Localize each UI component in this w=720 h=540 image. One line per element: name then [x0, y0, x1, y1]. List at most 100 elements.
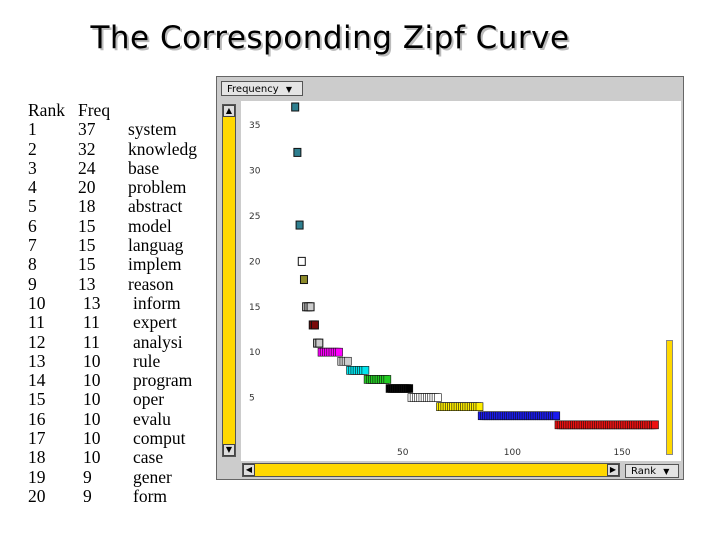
data-point	[295, 220, 304, 230]
horizontal-scrollbar[interactable]: ◀ ▶	[242, 463, 620, 477]
word-cell: program	[133, 370, 193, 391]
word-cell: languag	[128, 235, 184, 256]
rank-cell: 19	[28, 466, 46, 487]
y-tick-label: 5	[249, 394, 255, 404]
data-point	[405, 384, 414, 393]
word-cell: case	[133, 447, 164, 468]
plot-area: 35 30 25 20 15 10 5 50 100 150	[241, 101, 681, 461]
rank-cell: 14	[28, 370, 46, 391]
data-point	[310, 320, 319, 330]
word-cell: knowledg	[128, 138, 198, 159]
x-axis-dropdown-label: Rank	[631, 466, 656, 477]
y-tick-label: 35	[249, 121, 260, 131]
freq-cell: 13	[83, 292, 101, 313]
chevron-down-icon: ▼	[663, 467, 670, 476]
y-tick-label: 15	[249, 303, 260, 313]
x-tick-label: 100	[504, 448, 521, 458]
word-cell: model	[128, 215, 172, 236]
word-cell: system	[128, 119, 177, 140]
chevron-down-icon: ▼	[285, 85, 293, 94]
data-point	[344, 356, 352, 366]
data-point	[306, 302, 315, 312]
freq-cell: 9	[83, 485, 92, 506]
rank-cell: 15	[28, 389, 46, 410]
word-cell: analysi	[133, 331, 183, 352]
x-axis-dropdown[interactable]: Rank ▼	[625, 464, 679, 478]
rank-cell: 13	[28, 350, 46, 371]
word-cell: abstract	[128, 196, 183, 217]
rank-cell: 5	[28, 196, 37, 217]
word-cell: evalu	[133, 408, 171, 429]
freq-cell: 10	[83, 447, 101, 468]
rank-cell: 7	[28, 235, 37, 256]
word-cell: inform	[133, 292, 181, 313]
word-cell: problem	[128, 177, 187, 198]
data-point	[383, 375, 392, 384]
vertical-scrollbar[interactable]: ▲ ▼	[222, 104, 236, 457]
data-point	[297, 256, 306, 266]
rank-header: Rank	[28, 100, 65, 120]
data-point	[293, 147, 302, 157]
rank-cell: 2	[28, 138, 37, 159]
rank-cell: 11	[28, 312, 45, 333]
scroll-right-icon[interactable]: ▶	[607, 464, 619, 476]
freq-cell: 10	[83, 428, 101, 449]
scroll-left-icon[interactable]: ◀	[243, 464, 255, 476]
rank-cell: 20	[28, 485, 46, 506]
y-tick-label: 30	[249, 167, 261, 177]
word-cell: form	[133, 485, 168, 506]
rank-cell: 18	[28, 447, 46, 468]
freq-cell: 11	[83, 312, 100, 333]
freq-cell: 15	[78, 215, 96, 236]
freq-cell: 10	[83, 408, 101, 429]
rank-cell: 9	[28, 273, 37, 294]
data-point	[434, 393, 442, 402]
word-cell: implem	[128, 254, 182, 275]
zipf-chart: 35 30 25 20 15 10 5 50 100 150	[249, 102, 659, 458]
rank-cell: 1	[28, 119, 37, 140]
scroll-down-icon[interactable]: ▼	[223, 444, 235, 456]
word-cell: rule	[133, 350, 161, 371]
data-point	[475, 402, 484, 411]
scroll-up-icon[interactable]: ▲	[223, 105, 235, 117]
data-point	[291, 102, 300, 112]
data-point	[335, 347, 343, 357]
freq-cell: 20	[78, 177, 96, 198]
rank-cell: 16	[28, 408, 46, 429]
data-point	[299, 275, 308, 285]
y-axis-dropdown[interactable]: Frequency ▼	[221, 81, 303, 96]
freq-cell: 13	[78, 273, 96, 294]
zipf-plot-window: Frequency ▼ ▲ ▼ 35 30 25 20 15 10 5 50 100 150 ◀ …	[216, 76, 684, 480]
freq-cell: 24	[78, 157, 96, 178]
word-cell: oper	[133, 389, 165, 410]
freq-cell: 10	[83, 350, 101, 371]
freq-cell: 10	[83, 389, 101, 410]
y-tick-label: 10	[249, 348, 261, 358]
freq-header: Freq	[78, 100, 111, 120]
slide-title: The Corresponding Zipf Curve	[90, 20, 570, 56]
data-point	[552, 411, 561, 421]
y-axis-dropdown-label: Frequency	[227, 84, 279, 95]
freq-cell: 32	[78, 138, 96, 159]
data-point	[315, 338, 324, 348]
freq-cell: 18	[78, 196, 96, 217]
plot-vertical-scroll-thumb[interactable]	[666, 340, 673, 455]
x-tick-label: 150	[613, 448, 630, 458]
word-cell: comput	[133, 428, 186, 449]
rank-cell: 12	[28, 331, 46, 352]
rank-cell: 4	[28, 177, 37, 198]
freq-cell: 37	[78, 119, 96, 140]
x-tick-label: 50	[397, 448, 409, 458]
rank-cell: 17	[28, 428, 46, 449]
freq-cell: 15	[78, 254, 96, 275]
data-point	[651, 420, 659, 430]
freq-cell: 10	[83, 370, 101, 391]
word-cell: gener	[133, 466, 172, 487]
freq-cell: 9	[83, 466, 92, 487]
freq-cell: 11	[83, 331, 100, 352]
y-tick-label: 25	[249, 212, 260, 222]
rank-cell: 10	[28, 292, 46, 313]
rank-cell: 3	[28, 157, 37, 178]
rank-cell: 8	[28, 254, 37, 275]
word-cell: reason	[128, 273, 174, 294]
